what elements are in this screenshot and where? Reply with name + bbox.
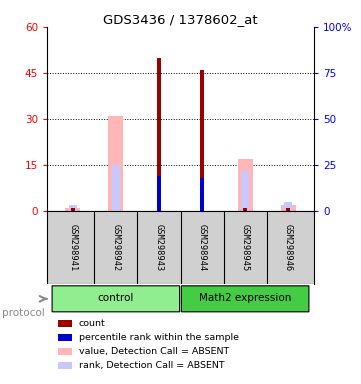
Text: GSM298943: GSM298943 xyxy=(155,224,164,271)
Text: value, Detection Call = ABSENT: value, Detection Call = ABSENT xyxy=(79,347,229,356)
Bar xyxy=(243,208,247,211)
Text: Math2 expression: Math2 expression xyxy=(199,293,291,303)
Text: GSM298945: GSM298945 xyxy=(241,224,249,271)
FancyBboxPatch shape xyxy=(181,286,309,312)
Text: GSM298941: GSM298941 xyxy=(68,224,77,271)
Bar xyxy=(281,205,296,211)
Bar xyxy=(286,208,290,211)
Text: percentile rank within the sample: percentile rank within the sample xyxy=(79,333,239,342)
Bar xyxy=(69,205,77,211)
Bar xyxy=(58,348,72,354)
Bar xyxy=(65,208,80,211)
Bar xyxy=(200,178,204,211)
Text: control: control xyxy=(98,293,134,303)
Bar xyxy=(58,334,72,341)
Bar xyxy=(157,176,161,211)
Text: GSM298944: GSM298944 xyxy=(197,224,206,271)
Bar xyxy=(58,320,72,327)
Text: GSM298946: GSM298946 xyxy=(284,224,293,271)
Bar xyxy=(112,165,120,211)
Bar xyxy=(58,362,72,369)
Bar xyxy=(157,58,161,211)
Bar xyxy=(108,116,123,211)
Bar xyxy=(200,70,204,211)
Text: count: count xyxy=(79,319,106,328)
Bar xyxy=(284,202,292,211)
Text: protocol: protocol xyxy=(2,308,44,318)
Bar xyxy=(241,171,249,211)
Bar xyxy=(238,159,253,211)
Text: GSM298942: GSM298942 xyxy=(112,224,120,271)
FancyBboxPatch shape xyxy=(52,286,180,312)
Title: GDS3436 / 1378602_at: GDS3436 / 1378602_at xyxy=(103,13,258,26)
Text: rank, Detection Call = ABSENT: rank, Detection Call = ABSENT xyxy=(79,361,225,370)
Bar xyxy=(71,208,75,211)
